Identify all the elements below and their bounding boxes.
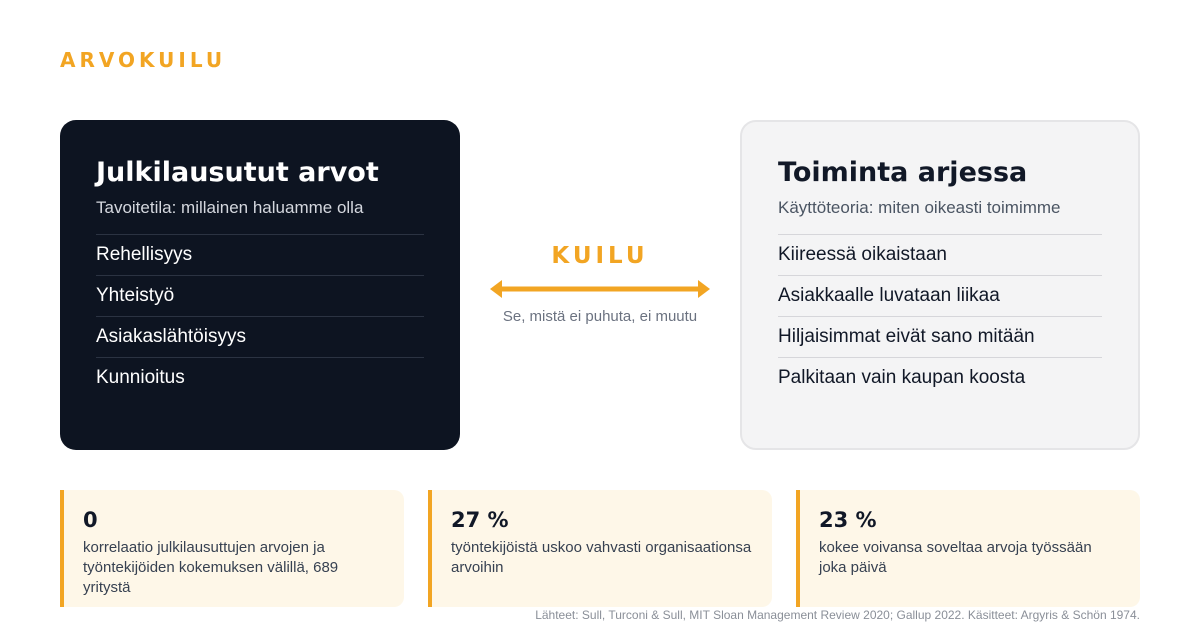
list-item: Hiljaisimmat eivät sano mitään <box>778 316 1102 357</box>
stat-card-belief: 27 % työntekijöistä uskoo vahvasti organ… <box>428 490 772 607</box>
list-item: Kiireessä oikaistaan <box>778 234 1102 275</box>
actual-behavior-title: Toiminta arjessa <box>778 157 1028 188</box>
actual-behavior-card: Toiminta arjessa Käyttöteoria: miten oik… <box>740 120 1140 450</box>
actual-behavior-subtitle: Käyttöteoria: miten oikeasti toimimme <box>778 198 1061 217</box>
list-item: Palkitaan vain kaupan koosta <box>778 357 1102 398</box>
declared-values-title: Julkilausutut arvot <box>96 157 379 188</box>
gap-indicator: KUILU Se, mistä ei puhuta, ei muutu <box>480 240 720 325</box>
list-item: Asiakkaalle luvataan liikaa <box>778 275 1102 316</box>
list-item: Kunnioitus <box>96 357 424 398</box>
page-eyebrow: ARVOKUILU <box>60 48 227 72</box>
declared-values-subtitle: Tavoitetila: millainen haluamme olla <box>96 198 364 217</box>
actual-behavior-list: Kiireessä oikaistaan Asiakkaalle luvataa… <box>778 234 1102 398</box>
sources-footnote: Lähteet: Sull, Turconi & Sull, MIT Sloan… <box>535 608 1140 622</box>
list-item: Yhteistyö <box>96 275 424 316</box>
stat-value: 23 % <box>819 508 877 532</box>
declared-values-list: Rehellisyys Yhteistyö Asiakaslähtöisyys … <box>96 234 424 398</box>
declared-values-card: Julkilausutut arvot Tavoitetila: millain… <box>60 120 460 450</box>
stat-value: 0 <box>83 508 98 532</box>
list-item: Rehellisyys <box>96 234 424 275</box>
stat-value: 27 % <box>451 508 509 532</box>
stat-card-correlation: 0 korrelaatio julkilausuttujen arvojen j… <box>60 490 404 607</box>
double-headed-arrow-icon <box>490 280 710 298</box>
gap-caption: Se, mistä ei puhuta, ei muutu <box>502 308 698 325</box>
list-item: Asiakaslähtöisyys <box>96 316 424 357</box>
stat-description: korrelaatio julkilausuttujen arvojen ja … <box>83 539 339 596</box>
stat-card-daily-application: 23 % kokee voivansa soveltaa arvoja työs… <box>796 490 1140 607</box>
gap-label: KUILU <box>551 243 649 269</box>
stat-description: työntekijöistä uskoo vahvasti organisaat… <box>451 539 752 576</box>
stat-description: kokee voivansa soveltaa arvoja työssään … <box>819 539 1092 576</box>
